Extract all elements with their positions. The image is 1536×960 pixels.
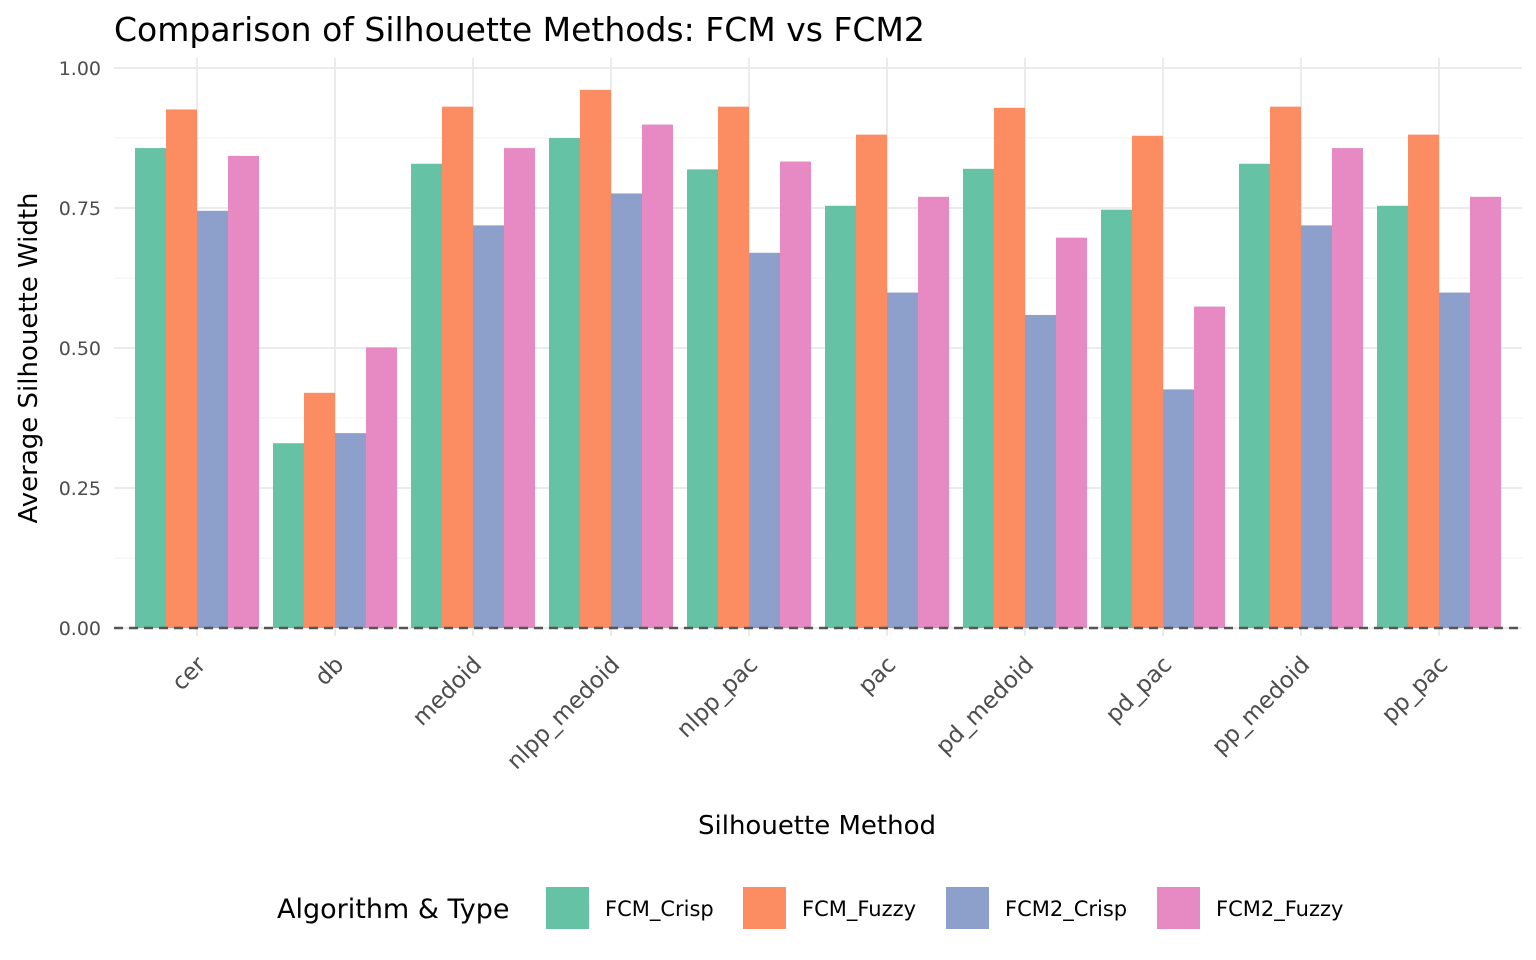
bar-FCM2_Fuzzy-pp_medoid	[1332, 148, 1363, 628]
y-tick-label: 0.75	[59, 198, 101, 220]
bar-FCM_Crisp-medoid	[411, 163, 442, 628]
x-tick-label: medoid	[408, 652, 487, 731]
y-tick-label: 1.00	[59, 58, 101, 80]
bar-FCM_Fuzzy-pp_medoid	[1270, 106, 1301, 628]
bar-FCM2_Fuzzy-pac	[918, 196, 949, 629]
bar-FCM2_Crisp-nlpp_pac	[749, 252, 780, 629]
bar-FCM_Crisp-pp_medoid	[1239, 163, 1270, 628]
bar-FCM2_Fuzzy-db	[366, 347, 397, 628]
bar-FCM_Fuzzy-medoid	[442, 106, 473, 628]
bar-FCM_Fuzzy-nlpp_pac	[718, 106, 749, 628]
bar-FCM2_Fuzzy-pd_medoid	[1056, 237, 1087, 628]
bar-FCM2_Crisp-pd_pac	[1163, 389, 1194, 628]
bar-FCM2_Crisp-db	[335, 433, 366, 628]
bar-FCM2_Crisp-nlpp_medoid	[611, 193, 642, 628]
bar-FCM2_Fuzzy-cer	[228, 155, 259, 629]
bar-FCM_Crisp-pp_pac	[1377, 205, 1408, 628]
y-tick-label: 0.50	[59, 338, 101, 360]
bar-FCM_Fuzzy-pd_pac	[1132, 135, 1163, 628]
x-tick-label: pp_medoid	[1207, 652, 1315, 760]
bar-FCM_Crisp-pd_pac	[1101, 209, 1132, 628]
bar-FCM2_Crisp-medoid	[473, 225, 504, 629]
bar-FCM_Crisp-pd_medoid	[963, 168, 994, 629]
x-axis-ticks: cer db medoid nlpp_medoid nlpp_pac pac pd_medo…	[167, 651, 1453, 774]
legend-swatch-FCM_Fuzzy	[743, 887, 786, 929]
bar-FCM_Crisp-cer	[135, 148, 166, 628]
legend-items: FCM_Crisp FCM_Fuzzy FCM2_Crisp FCM2_Fuzzy	[546, 887, 1343, 929]
x-tick-label: nlpp_pac	[672, 652, 763, 743]
x-tick-label: db	[310, 652, 349, 691]
legend-label-FCM2_Fuzzy: FCM2_Fuzzy	[1216, 897, 1343, 922]
x-tick-label: pd_pac	[1101, 652, 1177, 728]
bar-FCM2_Crisp-pp_medoid	[1301, 225, 1332, 629]
x-tick-label: nlpp_medoid	[502, 652, 625, 775]
legend-label-FCM2_Crisp: FCM2_Crisp	[1005, 897, 1127, 922]
chart-title: Comparison of Silhouette Methods: FCM vs…	[114, 10, 925, 49]
bar-FCM_Fuzzy-pd_medoid	[994, 107, 1025, 628]
x-tick-label: pac	[854, 652, 902, 700]
legend-title: Algorithm & Type	[277, 894, 509, 925]
bar-FCM2_Crisp-pac	[887, 292, 918, 628]
bar-FCM_Fuzzy-cer	[166, 109, 197, 628]
y-axis-ticks: 0.00 0.25 0.50 0.75 1.00	[59, 58, 101, 640]
x-tick-label: pd_medoid	[931, 652, 1039, 760]
legend-swatch-FCM_Crisp	[546, 887, 589, 929]
legend-label-FCM_Crisp: FCM_Crisp	[605, 897, 714, 922]
bar-FCM_Fuzzy-db	[304, 392, 335, 628]
bar-FCM2_Fuzzy-pd_pac	[1194, 306, 1225, 628]
bar-FCM_Crisp-nlpp_medoid	[549, 138, 580, 628]
y-axis-title: Average Silhouette Width	[14, 192, 44, 523]
x-tick-label: cer	[167, 651, 211, 695]
bar-FCM2_Crisp-pp_pac	[1439, 292, 1470, 628]
legend-label-FCM_Fuzzy: FCM_Fuzzy	[802, 897, 916, 922]
bar-FCM_Crisp-nlpp_pac	[687, 169, 718, 629]
bar-FCM2_Fuzzy-pp_pac	[1470, 196, 1501, 629]
legend: Algorithm & Type FCM_Crisp FCM_Fuzzy FCM2_…	[277, 887, 1343, 929]
bar-FCM_Crisp-pac	[825, 205, 856, 628]
bars	[135, 89, 1501, 629]
legend-swatch-FCM2_Fuzzy	[1157, 887, 1200, 929]
bar-FCM_Fuzzy-nlpp_medoid	[580, 89, 611, 629]
bar-FCM_Crisp-db	[273, 443, 304, 628]
bar-FCM2_Fuzzy-medoid	[504, 148, 535, 628]
x-axis-title: Silhouette Method	[698, 811, 936, 841]
y-tick-label: 0.25	[59, 478, 101, 500]
x-tick-label: pp_pac	[1377, 652, 1453, 728]
bar-FCM2_Fuzzy-nlpp_pac	[780, 161, 811, 628]
bar-FCM_Fuzzy-pac	[856, 134, 887, 628]
bar-FCM2_Crisp-pd_medoid	[1025, 314, 1056, 628]
bar-FCM2_Fuzzy-nlpp_medoid	[642, 124, 673, 628]
y-tick-label: 0.00	[59, 618, 101, 640]
legend-swatch-FCM2_Crisp	[946, 887, 989, 929]
bar-FCM2_Crisp-cer	[197, 210, 228, 629]
bar-FCM_Fuzzy-pp_pac	[1408, 134, 1439, 628]
